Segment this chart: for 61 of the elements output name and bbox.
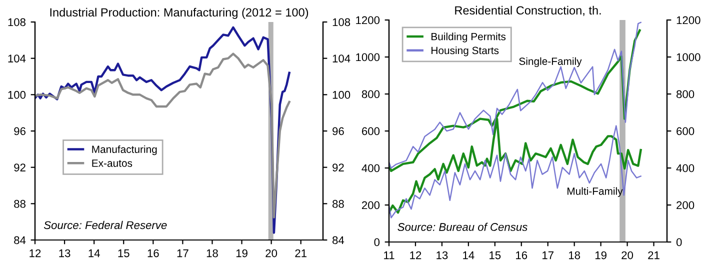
- x-tick-label: 19: [236, 249, 248, 258]
- y2-tick-label: 108: [332, 18, 350, 26]
- x-tick-label: 16: [148, 249, 159, 258]
- x-tick-label: 13: [59, 249, 70, 258]
- y-tick-label: 92: [14, 164, 26, 172]
- legend-label: Manufacturing: [92, 145, 157, 156]
- y2-tick-label: 800: [676, 90, 694, 98]
- chart-title: Industrial Production: Manufacturing (2012 = 100): [50, 8, 308, 19]
- y-tick-label: 104: [8, 54, 26, 62]
- x-tick-label: 11: [384, 251, 394, 260]
- y-tick-label: 100: [8, 90, 26, 99]
- x-tick-label: 12: [30, 249, 41, 258]
- y2-tick-label: 88: [332, 200, 344, 208]
- x-tick-label: 14: [88, 249, 100, 258]
- line-series: [35, 52, 290, 218]
- annotation: Source: Bureau of Census: [398, 222, 528, 231]
- y-tick-label: 1000: [356, 53, 380, 62]
- y-tick-label: 0: [374, 238, 380, 246]
- legend-label: Housing Starts: [432, 46, 499, 56]
- y-tick-label: 200: [362, 201, 380, 210]
- x-tick-label: 17: [542, 251, 554, 260]
- y2-tick-label: 84: [332, 236, 344, 244]
- x-tick-label: 15: [118, 249, 130, 258]
- y-tick-label: 400: [362, 164, 380, 172]
- legend-label: Ex-autos: [92, 160, 132, 167]
- x-tick-label: 20: [266, 249, 278, 258]
- y2-tick-label: 0: [676, 238, 682, 246]
- y2-tick-label: 400: [676, 164, 694, 172]
- annotation: Single-Family: [519, 57, 582, 68]
- y2-tick-label: 200: [676, 201, 694, 210]
- x-tick-label: 16: [516, 251, 528, 260]
- annotation: Source: Federal Reserve: [44, 220, 167, 230]
- y-tick-label: 800: [362, 90, 380, 98]
- y-tick-label: 88: [14, 200, 26, 208]
- y2-tick-label: 96: [332, 127, 344, 136]
- y-tick-label: 84: [14, 236, 26, 244]
- y-tick-label: 600: [362, 127, 380, 136]
- chart-title: Residential Construction, th.: [455, 6, 601, 16]
- x-tick-label: 18: [206, 249, 218, 258]
- y2-tick-label: 1200: [676, 16, 700, 24]
- x-tick-label: 21: [648, 251, 660, 260]
- x-tick-label: 18: [569, 251, 580, 260]
- y2-tick-label: 104: [332, 54, 350, 62]
- x-tick-label: 21: [295, 249, 306, 258]
- annotation: Multi-Family: [568, 187, 623, 197]
- y2-tick-label: 92: [332, 164, 344, 172]
- y2-tick-label: 600: [676, 127, 694, 136]
- x-tick-label: 19: [595, 251, 606, 260]
- legend-label: Building Permits: [432, 32, 506, 42]
- y2-tick-label: 100: [332, 90, 350, 99]
- x-tick-label: 20: [622, 251, 634, 260]
- x-tick-label: 15: [490, 251, 501, 260]
- y-tick-label: 1200: [356, 16, 380, 24]
- y-tick-label: 96: [14, 127, 26, 136]
- y2-tick-label: 1000: [676, 53, 700, 62]
- x-tick-label: 12: [410, 251, 422, 260]
- y-tick-label: 108: [8, 18, 26, 26]
- line-series: [35, 26, 290, 234]
- x-tick-label: 13: [436, 251, 448, 260]
- x-tick-label: 14: [463, 251, 474, 260]
- x-tick-label: 17: [177, 249, 188, 258]
